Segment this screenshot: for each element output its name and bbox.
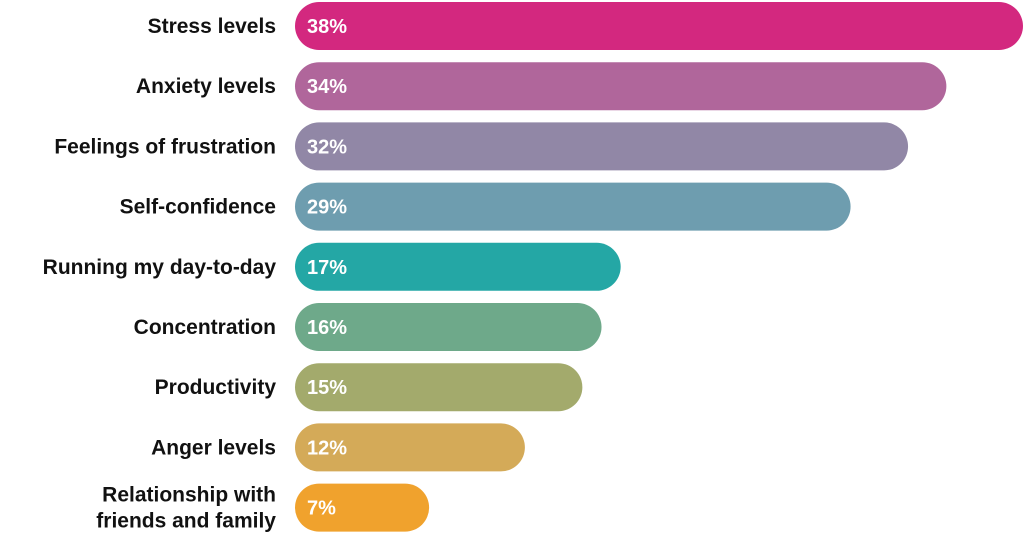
bar-4 xyxy=(295,182,851,231)
bar-2 xyxy=(295,62,947,111)
category-label-4: Self-confidence xyxy=(120,196,276,219)
value-label-4: 29% xyxy=(307,197,347,219)
bar-1 xyxy=(295,2,1023,50)
category-label-6: Concentration xyxy=(134,316,276,339)
value-label-9: 7% xyxy=(307,498,336,520)
bar-9 xyxy=(295,483,430,532)
category-label-1: Stress levels xyxy=(148,15,276,38)
category-label-2: Anxiety levels xyxy=(136,75,276,98)
category-label-8: Anger levels xyxy=(151,436,276,459)
value-label-6: 16% xyxy=(307,317,347,339)
category-label-5: Running my day-to-day xyxy=(43,256,277,279)
bar-8 xyxy=(295,423,525,472)
bar-3 xyxy=(295,122,909,171)
value-label-5: 17% xyxy=(307,257,347,279)
bar-5 xyxy=(295,242,621,291)
category-labels-group: Stress levels Anxiety levels Feelings of f… xyxy=(43,15,277,533)
bar-6 xyxy=(295,303,602,351)
value-labels-group: 38% 34% 32% 29% 17% 16% 15% 12% 7% xyxy=(307,16,347,520)
value-label-7: 15% xyxy=(307,377,347,399)
category-label-7: Productivity xyxy=(155,376,277,399)
bar-7 xyxy=(295,363,583,412)
value-label-3: 32% xyxy=(307,136,347,158)
category-label-3: Feelings of frustration xyxy=(54,135,276,158)
value-label-2: 34% xyxy=(307,76,347,98)
value-label-8: 12% xyxy=(307,437,347,459)
value-label-1: 38% xyxy=(307,16,347,38)
category-label-9: Relationship with friends and family xyxy=(96,484,276,533)
bars-group xyxy=(295,2,1023,532)
